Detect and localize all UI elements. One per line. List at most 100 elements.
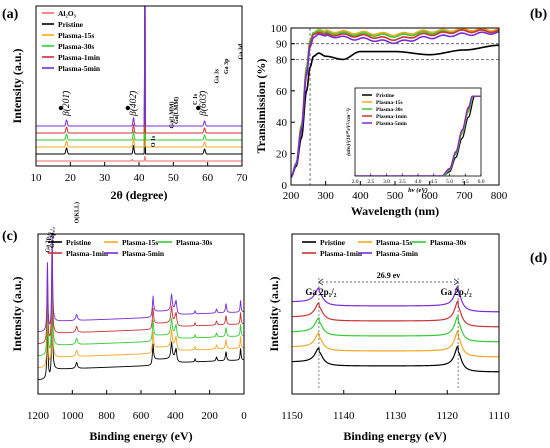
xps-survey-series-plasma-5min <box>38 234 244 333</box>
peak-marker-3 <box>196 105 201 111</box>
panel-d: (d) 26.9 ev Ga 2p₁/₂ Ga 2p₃/₂ 1150 1140 1130… <box>267 233 547 443</box>
ga2p-series-pristine <box>292 344 499 373</box>
legend-label: Plasma-5min <box>376 249 419 258</box>
panel-b: (b) 200 300 400 500 600 700 80002040608090100 … <box>254 7 547 218</box>
panel-c-ylabel: Intensity (a.u.) <box>10 276 24 351</box>
inset-legend-label: Plasma-5min <box>376 121 407 127</box>
x-tick-label: 800 <box>98 410 115 422</box>
inset-legend-label: Plasma-15s <box>376 100 403 106</box>
xrd-series-plasma-5min <box>36 6 242 127</box>
xrd-series-plasma-1min <box>36 6 242 134</box>
legend-label: Plasma-5min <box>122 249 165 258</box>
transmission-series-plasma-15s <box>291 28 499 178</box>
peak-label-ga2p12: Ga 2p₁/₂ <box>305 287 336 297</box>
x-tick-label: 1140 <box>333 410 355 422</box>
x-tick-label: 700 <box>456 190 473 202</box>
x-tick-label: 10 <box>31 172 43 184</box>
peak-annotation-3: β(603̄) <box>198 91 209 117</box>
transmission-series-plasma-1min <box>291 29 499 178</box>
arrow-head-left <box>318 278 324 286</box>
x-tick-label: 200 <box>283 190 300 202</box>
panel-b-inset-ylabel: (αhν)²(10¹⁰eV²/cm⁻²) <box>345 108 352 156</box>
x-tick-label: 0 <box>241 410 247 422</box>
panel-b-inset-frame <box>354 87 482 177</box>
ga2p-series-plasma-15s <box>292 329 499 358</box>
x-tick-label: 600 <box>133 410 150 422</box>
panel-a-label: (a) <box>2 7 19 22</box>
x-tick-label: 600 <box>421 190 438 202</box>
inset-x-tick-label: 4.0 <box>415 179 422 185</box>
peak-label-10: Ga 3d <box>239 43 245 59</box>
ga2p-series-plasma-1min <box>292 299 499 328</box>
xps-survey-series-plasma-1min <box>38 240 244 345</box>
legend-label: Pristine <box>58 20 84 29</box>
legend-label: Plasma-30s <box>58 42 94 51</box>
panel-a: (a) β(201̄) β(402̄) β(603̄) 10 20 30 40 50 60 70… <box>2 5 248 202</box>
inset-legend-label: Plasma-1min <box>376 114 407 120</box>
x-tick-label: 50 <box>168 172 180 184</box>
x-tick-label: 300 <box>317 190 334 202</box>
inset-x-tick-label: 5.5 <box>462 179 469 185</box>
y-tick-label: 90 <box>276 39 288 51</box>
panel-b-inset-xlabel: hν (eV) <box>408 187 428 194</box>
y-tick-label: 80 <box>276 54 288 66</box>
x-tick-label: 30 <box>99 172 111 184</box>
arrow-head-right <box>453 278 459 286</box>
panel-a-ylabel: Intensity (a.u.) <box>10 48 24 123</box>
splitting-label: 26.9 ev <box>377 271 401 280</box>
legend-label: Pristine <box>66 238 92 247</box>
x-tick-label: 60 <box>202 172 214 184</box>
legend-label: Plasma-30s <box>176 238 212 247</box>
legend-label: Plasma-15s <box>58 31 94 40</box>
peak-annotation-1: β(201̄) <box>61 91 72 117</box>
legend-label: Plasma-30s <box>430 238 466 247</box>
x-tick-label: 1200 <box>27 410 50 422</box>
x-tick-label: 20 <box>65 172 77 184</box>
xps-survey-series-pristine <box>38 276 244 381</box>
x-tick-label: 400 <box>352 190 369 202</box>
panel-d-ylabel: Intensity (a.u.) <box>267 276 281 351</box>
legend-label: Pristine <box>320 238 346 247</box>
inset-x-tick-label: 4.5 <box>430 179 437 185</box>
x-tick-label: 40 <box>134 172 146 184</box>
inset-legend-label: Pristine <box>376 93 395 99</box>
peak-label-4: O 1s <box>151 135 157 147</box>
legend-label: Plasma-15s <box>376 238 412 247</box>
peak-label-7: C 1s <box>193 93 199 105</box>
xrd-series-al2o3 <box>36 156 242 162</box>
panel-b-label: (b) <box>530 7 547 22</box>
legend-label: Plasma-15s <box>122 238 158 247</box>
x-tick-label: 1000 <box>61 410 84 422</box>
panel-c: (c) Ga 2p₁/₂Ga 2p₃/₂O(KLL)O 1sGa(LMM)Ga(… <box>2 43 247 443</box>
panel-c-frame <box>37 233 245 395</box>
xrd-series-pristine <box>36 6 242 155</box>
y-tick-label: 40 <box>276 117 288 129</box>
panel-c-label: (c) <box>2 229 18 244</box>
y-tick-label: 20 <box>276 149 288 161</box>
x-tick-label: 400 <box>167 410 184 422</box>
ga2p-series-plasma-30s <box>292 314 499 343</box>
xps-survey-series-plasma-30s <box>38 252 244 357</box>
x-tick-label: 200 <box>201 410 218 422</box>
x-tick-label: 1150 <box>281 410 303 422</box>
x-tick-label: 800 <box>491 190 508 202</box>
peak-label-6: Ga(LMM) <box>173 97 180 124</box>
legend-label: Plasma-1min <box>66 249 109 258</box>
peak-marker-1 <box>58 105 64 111</box>
panel-a-xlabel: 2θ (degree) <box>110 188 167 202</box>
x-tick-label: 1110 <box>488 410 510 422</box>
peak-label-3: O(KLL) <box>74 202 81 223</box>
inset-x-tick-label: 2.5 <box>367 179 374 185</box>
peak-label-2: Ga 2p₃/₂ <box>50 227 56 248</box>
x-tick-label: 500 <box>387 190 404 202</box>
inset-x-tick-label: 2.0 <box>352 179 359 185</box>
panel-c-xlabel: Binding energy (eV) <box>89 429 192 443</box>
inset-x-tick-label: 5.0 <box>446 179 453 185</box>
xps-survey-series-plasma-15s <box>38 264 244 369</box>
inset-series-pristine <box>355 95 481 176</box>
x-tick-label: 1130 <box>385 410 407 422</box>
panel-b-xlabel: Wavelength (nm) <box>351 204 439 218</box>
panel-d-xlabel: Binding energy (eV) <box>343 429 446 443</box>
y-tick-label: 60 <box>276 86 288 98</box>
